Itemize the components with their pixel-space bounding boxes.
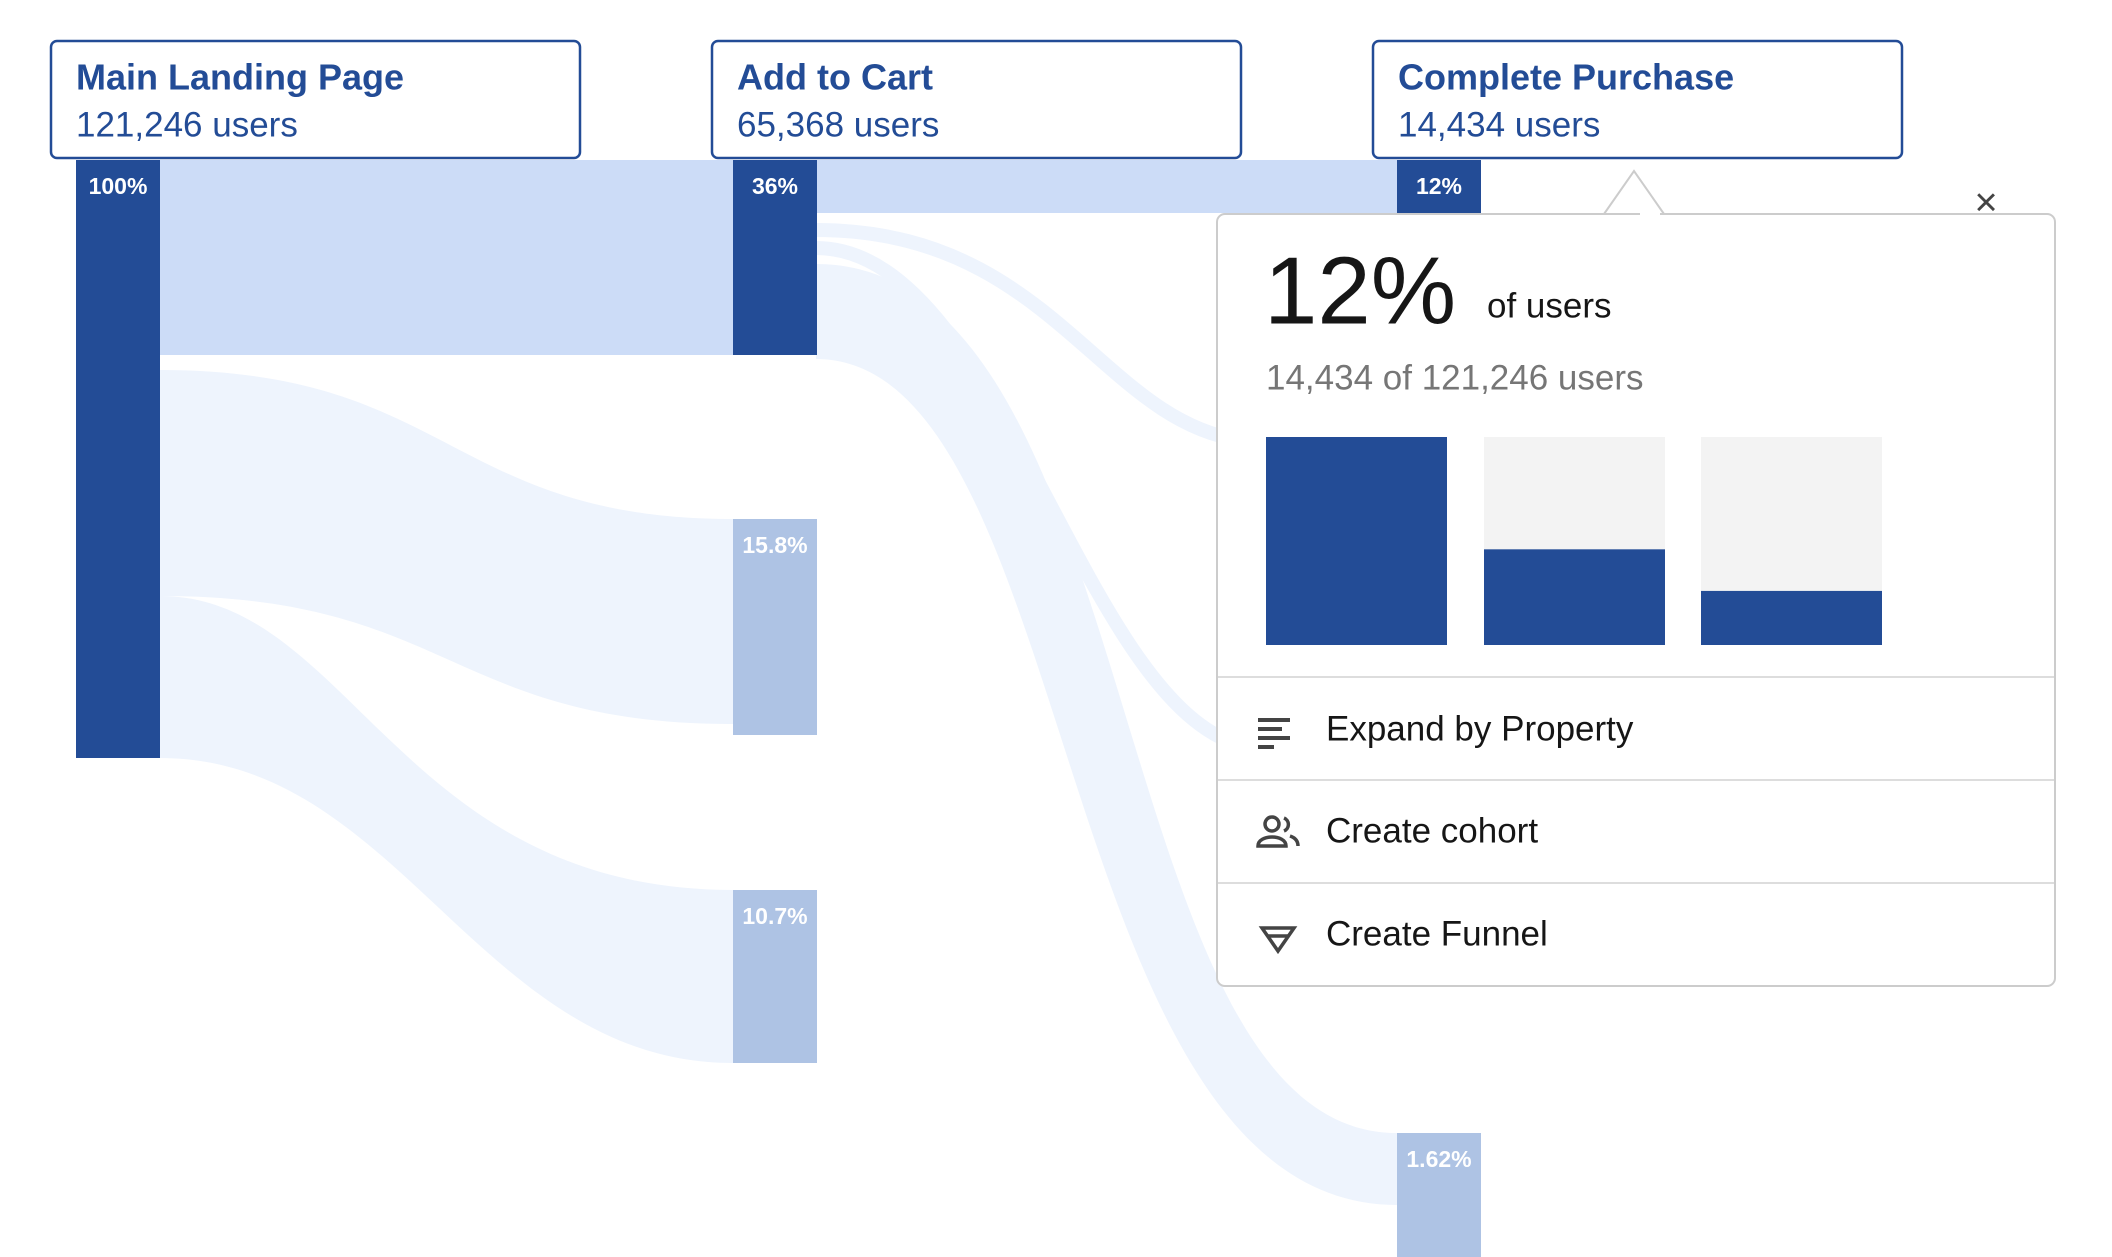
menu: Expand by Property Create cohort Create Fu… (1326, 709, 1634, 953)
link (160, 596, 733, 1063)
link (815, 241, 1242, 752)
mini-bar (1266, 437, 1447, 645)
step-users: 65,368 users (737, 105, 939, 144)
nodes: 100% 36% 15.8% 10.7% 12% 1.62% (76, 160, 1481, 1257)
step-box[interactable] (710, 39, 1243, 160)
link (815, 223, 1241, 447)
mini-bar (1701, 590, 1882, 645)
node[interactable] (733, 890, 817, 1063)
node-label: 15.8% (742, 532, 807, 558)
node-label: 1.62% (1406, 1146, 1471, 1172)
popup-pointer (1603, 169, 1665, 215)
menu-label: Create Funnel (1326, 914, 1548, 953)
node[interactable] (1397, 160, 1481, 213)
icon-expand (1258, 718, 1290, 749)
link (816, 264, 1397, 1205)
step-users: 14,434 users (1398, 105, 1600, 144)
link (160, 370, 733, 724)
step-box[interactable] (49, 39, 582, 160)
icon-funnel (1258, 926, 1298, 955)
menu-label: Expand by Property (1326, 709, 1634, 748)
icon-cohort (1256, 815, 1300, 848)
mini-bars (1266, 437, 1882, 645)
node[interactable] (733, 160, 817, 355)
link (816, 160, 1397, 213)
node[interactable] (733, 519, 817, 735)
node-label: 36% (752, 173, 798, 199)
pointer-joint (1640, 212, 1660, 218)
popup: × 12% of users 14,434 of 121,246 users E… (1216, 169, 2056, 987)
node-label: 10.7% (742, 903, 807, 929)
popup-percent-caption: of users (1487, 286, 1612, 325)
step-users: 121,246 users (76, 105, 298, 144)
links (160, 160, 1397, 1205)
step-title: Complete Purchase (1398, 57, 1734, 98)
node-label: 12% (1416, 173, 1462, 199)
step-title: Add to Cart (737, 57, 933, 98)
menu-label: Create cohort (1326, 811, 1538, 850)
popup-detail: 14,434 of 121,246 users (1266, 358, 1644, 397)
close-button[interactable]: × (1974, 181, 1997, 225)
step-box[interactable] (1371, 39, 1904, 160)
mini-bar (1484, 549, 1665, 645)
node[interactable] (1397, 1133, 1481, 1257)
node[interactable] (76, 160, 160, 758)
node-label: 100% (89, 173, 148, 199)
step-title: Main Landing Page (76, 57, 404, 98)
step-headers: Main Landing Page 121,246 users Add to Car… (49, 39, 1904, 160)
link (160, 160, 733, 355)
popup-percent: 12% (1264, 237, 1456, 344)
